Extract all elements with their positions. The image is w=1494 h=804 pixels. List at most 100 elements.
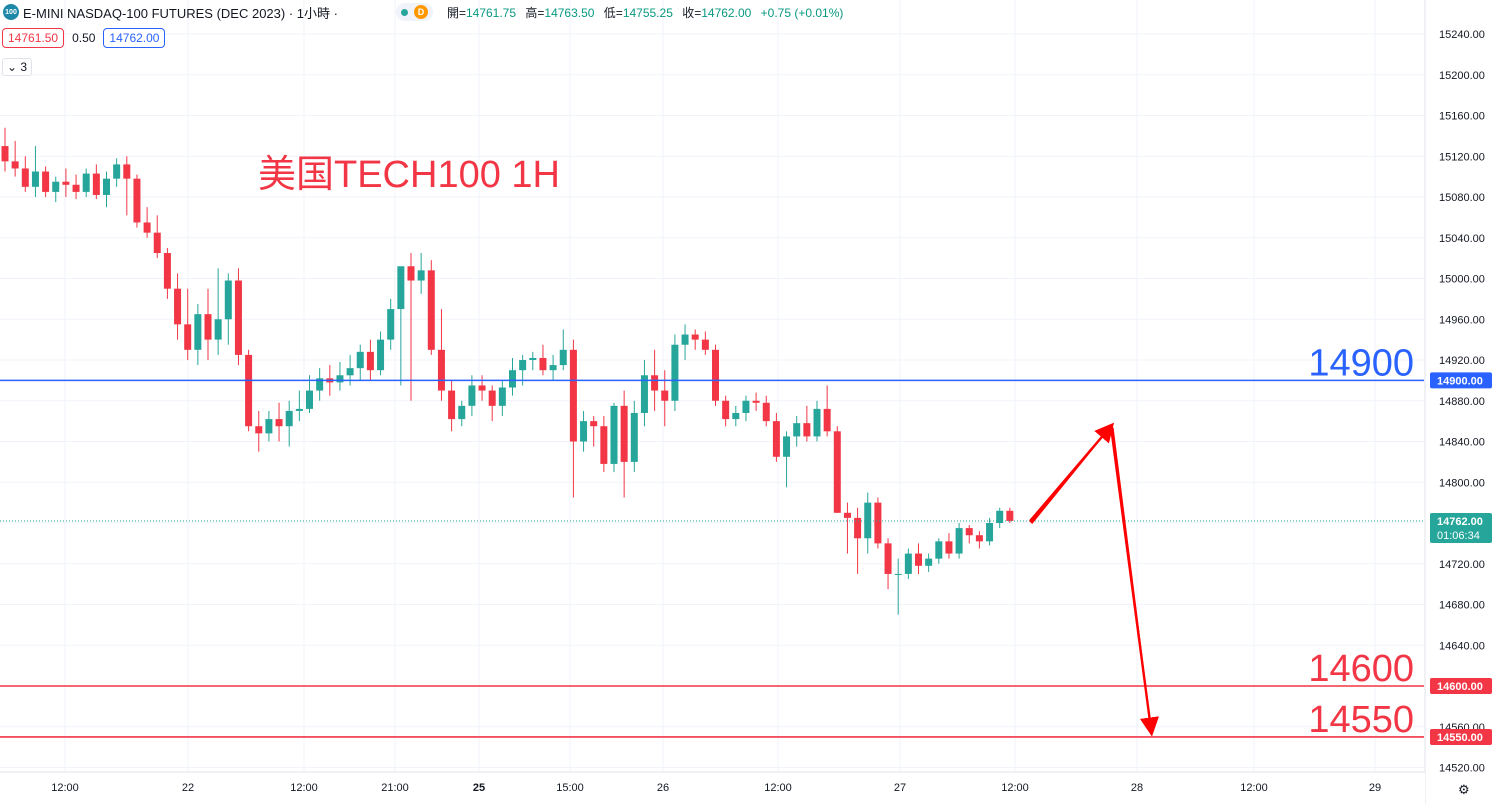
price-axis[interactable]: 15240.00 15200.00 15160.00 15120.00 15080.00… <box>1424 0 1494 804</box>
candle-body <box>92 173 100 195</box>
candle-body <box>346 368 354 376</box>
status-pill[interactable]: D <box>395 3 433 21</box>
symbol-header: 100 E-MINI NASDAQ-100 FUTURES (DEC 2023)… <box>0 0 849 24</box>
price-tick-label: 15240.00 <box>1439 29 1485 41</box>
gear-icon[interactable]: ⚙ <box>1458 782 1470 797</box>
market-open-dot-icon <box>400 8 408 16</box>
time-tick-label: 12:00 <box>764 782 792 794</box>
level-price-tag <box>1430 372 1492 389</box>
candle-body <box>1 146 9 162</box>
candle-body <box>204 314 212 340</box>
time-axis[interactable]: 12:00 22 12:00 21:00 25 15:00 26 12:00 27 12:00 28… <box>0 771 1425 804</box>
candle-body <box>488 390 496 406</box>
candle-body <box>478 385 486 391</box>
candle-body <box>275 419 283 427</box>
candle-body <box>82 173 90 192</box>
candle-body <box>569 349 577 442</box>
price-tick-label: 14640.00 <box>1439 640 1485 652</box>
level-price-tag-label: 14600.00 <box>1437 681 1483 693</box>
price-tick-label: 15120.00 <box>1439 151 1485 163</box>
level-price-tag <box>1430 728 1492 745</box>
candle-body <box>468 385 476 406</box>
candle-body <box>437 349 445 391</box>
candle-body <box>955 528 963 554</box>
high-value: 14763.50 <box>544 5 595 20</box>
open-label: 開= <box>446 5 466 20</box>
price-levels: 14900 14600 14550 <box>0 342 1424 741</box>
candle-body <box>62 181 70 185</box>
candle-body <box>620 405 628 462</box>
candle-body <box>610 405 618 464</box>
candle-body <box>123 164 131 179</box>
price-tick-label: 14800.00 <box>1439 477 1485 489</box>
candle-body <box>732 412 740 420</box>
last-price-tag-label: 14762.00 <box>1437 516 1483 528</box>
candle-body <box>813 408 821 437</box>
candle-body <box>823 408 831 432</box>
level-price-tag-label: 14900.00 <box>1437 375 1483 387</box>
candle-body <box>153 232 161 254</box>
candle-body <box>630 412 638 462</box>
level-label: 14900 <box>1308 342 1414 384</box>
candle-body <box>194 314 202 350</box>
candle-body <box>915 553 922 566</box>
level-price-tag-label: 14550.00 <box>1437 732 1483 744</box>
candle-body <box>833 431 841 513</box>
candle-body <box>285 410 293 427</box>
price-tick-label: 14520.00 <box>1439 763 1485 775</box>
candle-body <box>904 553 912 574</box>
chart-title: 美国TECH100 1H <box>258 154 560 196</box>
last-price-tag <box>1430 512 1492 543</box>
candle-body <box>752 400 760 403</box>
buy-button[interactable]: 14762.00 <box>103 28 166 48</box>
candle-body <box>691 334 699 340</box>
projection-arrow-line <box>1029 422 1115 522</box>
candle-body <box>965 528 973 536</box>
price-tick-label: 14840.00 <box>1439 437 1485 449</box>
candle-body <box>234 280 242 355</box>
symbol-title[interactable]: E-MINI NASDAQ-100 FUTURES (DEC 2023) · 1… <box>23 5 338 21</box>
price-tick-label: 15040.00 <box>1439 233 1485 245</box>
open-value: 14761.75 <box>465 5 517 20</box>
sell-button[interactable]: 14761.50 <box>2 28 65 48</box>
candle-body <box>255 426 263 434</box>
price-tick-label: 14920.00 <box>1439 355 1485 367</box>
projection-arrow <box>1029 422 1159 737</box>
candle-body <box>245 354 253 427</box>
candle-body <box>701 339 709 350</box>
candle-body <box>184 324 192 350</box>
candle-body <box>559 349 567 366</box>
time-tick-label: 12:00 <box>1001 782 1029 794</box>
time-tick-label: 25 <box>473 782 485 794</box>
candle-body <box>803 423 811 437</box>
candle-body <box>224 280 232 320</box>
candle-body <box>712 349 719 401</box>
candle-body <box>377 339 385 371</box>
candle-body <box>529 357 537 360</box>
candle-body <box>295 408 303 411</box>
candle-body <box>42 171 50 192</box>
candle-body <box>894 573 902 575</box>
symbol-logo-icon: 100 <box>3 4 19 20</box>
price-tick-label: 15200.00 <box>1439 70 1485 82</box>
candle-body <box>772 421 780 457</box>
data-delay-badge: D <box>413 5 428 19</box>
candle-body <box>742 400 750 413</box>
candle-body <box>427 270 435 350</box>
candle-body <box>549 365 557 371</box>
candle-body <box>864 502 872 539</box>
candle-body <box>600 426 608 464</box>
candle-body <box>336 375 344 383</box>
candle-body <box>174 288 182 325</box>
close-label: 收= <box>682 5 702 20</box>
close-value: 14762.00 <box>701 5 752 20</box>
candle-body <box>854 517 862 539</box>
time-tick-label: 28 <box>1131 782 1143 794</box>
candle-body <box>945 541 953 554</box>
candle-body <box>143 222 151 233</box>
candle-body <box>722 400 730 420</box>
candle-body <box>1006 510 1014 521</box>
indicators-toggle[interactable]: ⌄ 3 <box>2 58 33 76</box>
price-tick-label: 15160.00 <box>1439 111 1485 123</box>
